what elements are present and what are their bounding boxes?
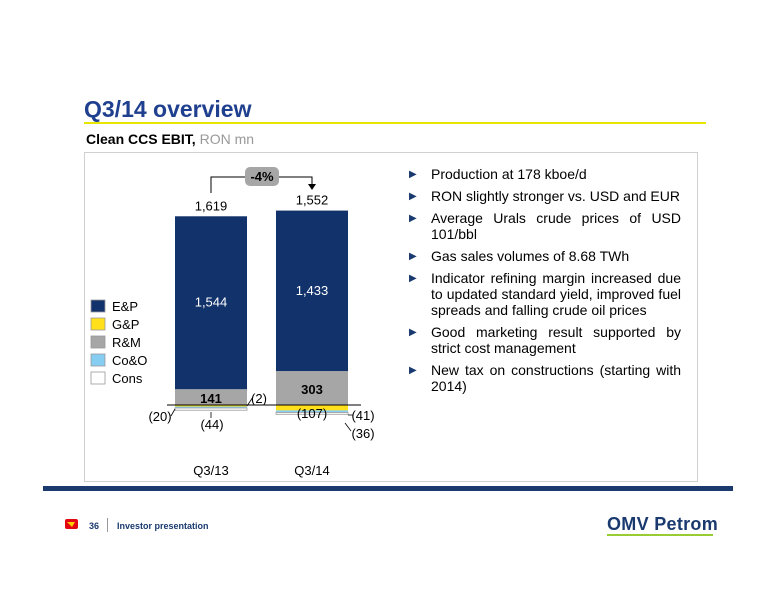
bullet-text: Good marketing result supported by stric… (431, 324, 681, 356)
brand-underline (607, 534, 713, 536)
petrom-logo-icon (65, 519, 78, 529)
triangle-bullet-icon: ▶ (409, 327, 417, 338)
bullet-text: Average Urals crude prices of USD 101/bb… (431, 210, 681, 242)
chart-subtitle: Clean CCS EBIT, RON mn (86, 131, 254, 147)
triangle-bullet-icon: ▶ (409, 191, 417, 202)
content-panel: 1,544 141 1,619 1,433 303 1,552 (2) (20) (44) (10… (84, 152, 698, 482)
leader-line (170, 408, 176, 417)
bullet-text: Gas sales volumes of 8.68 TWh (431, 248, 630, 264)
legend-label: E&P (112, 299, 138, 314)
legend-label: Co&O (112, 353, 147, 368)
bar-segment-rm (175, 389, 247, 405)
data-label-cons-q313: (44) (200, 417, 223, 432)
bullet-item: ▶ Good marketing result supported by stri… (409, 324, 681, 356)
bullet-item: ▶ Indicator refining margin increased due… (409, 270, 681, 318)
data-label-gp-q314: (107) (297, 406, 327, 421)
bar-segment-gp (276, 405, 348, 411)
page-title: Q3/14 overview (84, 96, 252, 122)
bar-segment-cons (174, 407, 248, 411)
bullet-item: ▶ Average Urals crude prices of USD 101/b… (409, 210, 681, 242)
total-label: 1,619 (195, 198, 228, 213)
data-label-ep: 1,433 (296, 283, 329, 298)
chart-subtitle-text: Clean CCS EBIT, (86, 131, 196, 147)
change-label: -4% (250, 169, 274, 184)
legend-swatch (90, 299, 106, 313)
bullet-item: ▶ New tax on constructions (starting with… (409, 362, 681, 394)
triangle-bullet-icon: ▶ (409, 251, 417, 262)
data-label-rm: 141 (200, 391, 222, 406)
data-label-coo-q313: (20) (148, 409, 171, 424)
triangle-bullet-icon: ▶ (409, 213, 417, 224)
bar-segment-coo (175, 406, 247, 408)
stacked-bar-chart: 1,544 141 1,619 1,433 303 1,552 (2) (20) (44) (10… (90, 167, 375, 478)
bullet-text: Indicator refining margin increased due … (431, 270, 681, 318)
data-label-gp-q313: (2) (251, 391, 267, 406)
triangle-bullet-icon: ▶ (409, 273, 417, 284)
bar-segment-gp (175, 405, 247, 407)
bullet-item: ▶ Gas sales volumes of 8.68 TWh (409, 248, 681, 264)
data-label-ep: 1,544 (195, 295, 228, 310)
data-label-coo-q314: (41) (351, 408, 374, 423)
footer-label: Investor presentation (117, 521, 209, 531)
bullet-text: RON slightly stronger vs. USD and EUR (431, 188, 680, 204)
leader-line (344, 422, 352, 432)
legend-swatch (90, 335, 106, 349)
bullet-text: Production at 178 kboe/d (431, 166, 587, 182)
x-tick-label: Q3/13 (193, 463, 228, 478)
data-label-rm: 303 (301, 382, 323, 397)
x-tick-label: Q3/14 (294, 463, 329, 478)
total-label: 1,552 (296, 193, 329, 208)
change-badge (245, 167, 279, 186)
legend-swatch (90, 317, 106, 331)
legend-swatch (90, 353, 106, 367)
bar-segment-ep (276, 210, 348, 372)
chart-unit: RON mn (199, 131, 255, 147)
bar-segment-rm (276, 371, 348, 405)
triangle-bullet-icon: ▶ (409, 365, 417, 376)
bullet-item: ▶ RON slightly stronger vs. USD and EUR (409, 188, 681, 204)
legend-label: R&M (112, 335, 141, 350)
bar-segment-coo (276, 410, 348, 413)
change-arrow-icon (308, 184, 316, 190)
bullet-list: ▶ Production at 178 kboe/d ▶ RON slightly … (409, 166, 681, 400)
bullet-text: New tax on constructions (starting with … (431, 362, 681, 394)
bar-segment-cons (275, 412, 349, 415)
legend-swatch (90, 371, 106, 385)
bullet-item: ▶ Production at 178 kboe/d (409, 166, 681, 182)
triangle-bullet-icon: ▶ (409, 169, 417, 180)
bar-segment-ep (175, 216, 247, 390)
title-underline (84, 122, 706, 124)
data-label-cons-q314: (36) (351, 426, 374, 441)
legend-label: G&P (112, 317, 139, 332)
legend-label: Cons (112, 371, 143, 386)
footer-bar (43, 486, 733, 491)
omv-petrom-logo: OMV Petrom (607, 514, 719, 534)
page-number: 36 (89, 521, 100, 531)
footer-divider (107, 518, 108, 532)
